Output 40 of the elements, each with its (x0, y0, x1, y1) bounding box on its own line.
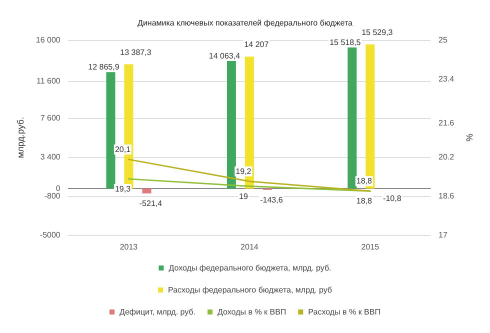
y-tick-label: -800 (44, 192, 61, 200)
data-label: -521,4 (139, 198, 163, 208)
y-tick-label: 16 000 (36, 36, 61, 44)
data-label: 15 529,3 (362, 28, 394, 37)
x-tick-label: 2014 (240, 242, 259, 252)
data-label: -10,8 (383, 194, 402, 204)
data-label: 19 (238, 192, 248, 201)
data-label: 18,8 (356, 196, 372, 206)
y-tick-label: 3 400 (40, 152, 61, 162)
data-label: 13 387,3 (120, 48, 152, 57)
x-tick-label: 2013 (120, 242, 138, 252)
y-axis-title: млрд.руб. (16, 116, 26, 158)
y-tick-label: 11 600 (36, 76, 61, 86)
data-label: 19,2 (236, 166, 252, 176)
data-label: 12 865,9 (88, 62, 120, 72)
data-label: -143,6 (260, 195, 284, 204)
legend-label: Расходы федерального бюджета, млрд. руб (168, 286, 332, 294)
data-label: 15 518,5 (330, 38, 362, 47)
legend-label: Доходы федерального бюджета, млрд. руб. (168, 264, 332, 272)
y2-tick-label: 21.6 (438, 118, 455, 128)
y-tick-label: 0 (56, 184, 61, 194)
y2-tick-label: 18.6 (438, 192, 455, 200)
data-label: 20,1 (114, 144, 132, 154)
data-label: 14 207 (244, 40, 270, 50)
y-tick-label: -5000 (40, 230, 61, 240)
x-tick-label: 2015 (361, 242, 380, 252)
y-tick-label: 7 600 (40, 114, 61, 122)
data-label: 19,3 (114, 184, 132, 194)
y2-tick-label: 25 (438, 36, 448, 44)
y2-tick-label: 20.2 (438, 152, 455, 162)
legend-label: Доходы в % к ВВП (218, 308, 286, 316)
y2-tick-label: 17 (438, 230, 448, 240)
data-label: 18,8 (356, 176, 372, 186)
legend-label: Дефицит, млрд. руб. (120, 308, 196, 316)
y2-tick-label: 23.4 (438, 74, 455, 84)
data-label: 14 063,4 (208, 51, 241, 60)
legend-label: Расходы в % к ВВП (308, 308, 381, 316)
y2-axis-title: % (464, 133, 474, 142)
chart-title: Динамика ключевых показателей федерального бюджета (138, 18, 354, 28)
bar (142, 188, 152, 194)
